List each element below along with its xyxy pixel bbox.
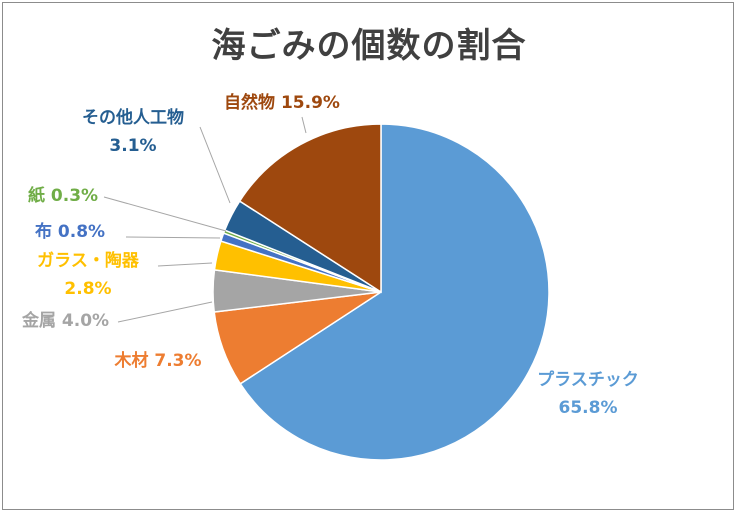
data-label-name-7: その他人工物 bbox=[82, 107, 184, 128]
data-label-8: 自然物 15.9% bbox=[224, 92, 340, 113]
leader-line-3 bbox=[117, 301, 213, 323]
leader-line-6 bbox=[103, 196, 227, 232]
pie-slices bbox=[212, 123, 550, 461]
leader-line-8 bbox=[301, 116, 307, 134]
leader-line-7 bbox=[199, 126, 231, 204]
data-labels: プラスチック 65.8% 木材 7.3%金属 4.0% ガラス・陶器 2.8% 布 0.8… bbox=[21, 92, 639, 418]
leader-line-5 bbox=[125, 236, 221, 239]
data-label-2: 木材 7.3% bbox=[113, 350, 201, 371]
data-label-3: 金属 4.0% bbox=[21, 310, 109, 331]
leader-lines bbox=[103, 116, 307, 323]
data-label-value-4: 2.8% bbox=[64, 279, 111, 299]
data-label-value-1: 65.8% bbox=[559, 398, 618, 418]
pie-slice-8 bbox=[238, 123, 382, 294]
chart-title: 海ごみの個数の割合 bbox=[211, 26, 527, 66]
pie-slice-1 bbox=[239, 123, 550, 461]
data-label-5: 布 0.8% bbox=[35, 221, 105, 242]
data-label-value-7: 3.1% bbox=[109, 136, 156, 156]
data-label-6: 紙 0.3% bbox=[28, 185, 98, 206]
data-label-name-4: ガラス・陶器 bbox=[37, 250, 140, 271]
leader-line-4 bbox=[157, 262, 213, 267]
data-label-name-1: プラスチック bbox=[537, 369, 639, 390]
